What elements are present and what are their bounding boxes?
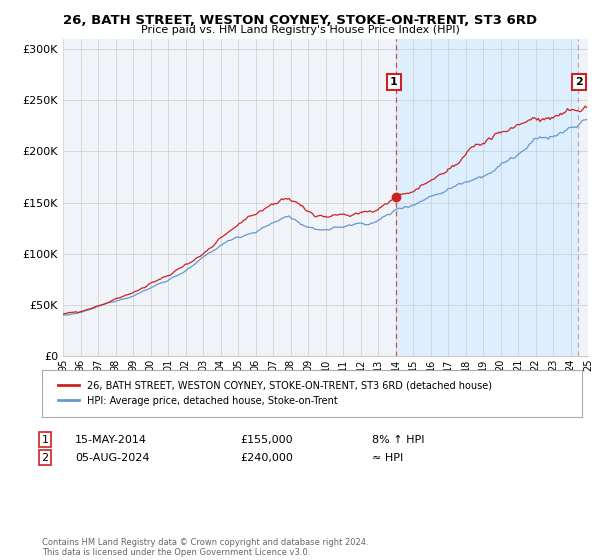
Text: ≈ HPI: ≈ HPI [372,452,403,463]
Text: 1: 1 [390,77,398,87]
Text: 8% ↑ HPI: 8% ↑ HPI [372,435,425,445]
Text: 26, BATH STREET, WESTON COYNEY, STOKE-ON-TRENT, ST3 6RD: 26, BATH STREET, WESTON COYNEY, STOKE-ON… [63,14,537,27]
Text: Contains HM Land Registry data © Crown copyright and database right 2024.
This d: Contains HM Land Registry data © Crown c… [42,538,368,557]
Text: 2: 2 [575,77,583,87]
Text: Price paid vs. HM Land Registry's House Price Index (HPI): Price paid vs. HM Land Registry's House … [140,25,460,35]
Text: 1: 1 [41,435,49,445]
Text: £240,000: £240,000 [240,452,293,463]
Text: £155,000: £155,000 [240,435,293,445]
Text: 2: 2 [41,452,49,463]
Text: 15-MAY-2014: 15-MAY-2014 [75,435,147,445]
Bar [395,39,578,356]
Legend: 26, BATH STREET, WESTON COYNEY, STOKE-ON-TRENT, ST3 6RD (detached house), HPI: A: 26, BATH STREET, WESTON COYNEY, STOKE-ON… [52,375,498,412]
Text: 05-AUG-2024: 05-AUG-2024 [75,452,149,463]
